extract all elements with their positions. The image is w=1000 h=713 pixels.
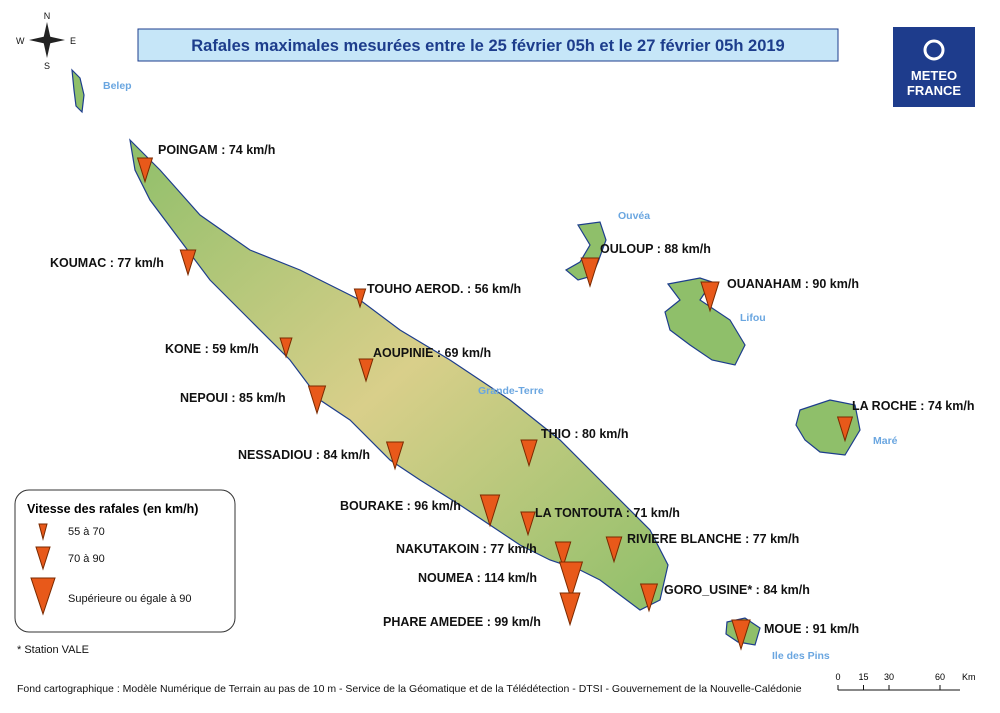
gust-symbol [836, 416, 854, 443]
compass: N S E W [16, 11, 76, 71]
title: Rafales maximales mesurées entre le 25 f… [191, 37, 784, 55]
gust-symbol [385, 441, 405, 471]
gust-symbol [580, 257, 600, 288]
place-name: Ouvéa [618, 210, 650, 222]
compass-w: W [16, 36, 25, 46]
station-label: KOUMAC : 77 km/h [50, 256, 164, 270]
gust-symbol [353, 288, 367, 309]
gust-symbol [520, 439, 538, 468]
station-label: NESSADIOU : 84 km/h [238, 448, 370, 462]
station-label: AOUPINIE : 69 km/h [373, 346, 491, 360]
logo-text: METEO [911, 68, 957, 83]
gust-symbol [731, 619, 751, 651]
place-name: Lifou [740, 312, 766, 324]
station-label: TOUHO AEROD. : 56 km/h [367, 282, 521, 296]
gust-symbol [479, 494, 501, 528]
station-label: NAKUTAKOIN : 77 km/h [396, 542, 537, 556]
gust-symbol [179, 249, 197, 277]
note: * Station VALE [17, 644, 89, 656]
station-label: LA TONTOUTA : 71 km/h [535, 506, 680, 520]
gust-symbol [639, 583, 659, 613]
compass-s: S [44, 61, 50, 71]
gust-symbol [358, 358, 374, 383]
station-label: NEPOUI : 85 km/h [180, 391, 286, 405]
compass-e: E [70, 36, 76, 46]
legend-item: 55 à 70 [68, 526, 105, 538]
station-label: BOURAKE : 96 km/h [340, 499, 461, 513]
logo-icon [923, 39, 945, 61]
compass-n: N [44, 11, 51, 21]
station-label: LA ROCHE : 74 km/h [852, 399, 974, 413]
footer: Fond cartographique : Modèle Numérique d… [17, 683, 802, 695]
legend-item: 70 à 90 [68, 553, 105, 565]
station-label: MOUE : 91 km/h [764, 622, 859, 636]
gust-symbol [520, 511, 536, 537]
gust-symbol [700, 281, 720, 313]
station-label: THIO : 80 km/h [541, 427, 629, 441]
scale-label: 0 [835, 672, 840, 682]
scale-label: 15 [858, 672, 868, 682]
scale-label: 60 [935, 672, 945, 682]
scale-unit: Km [962, 672, 976, 682]
station-label: RIVIERE BLANCHE : 77 km/h [627, 532, 799, 546]
station-label: POINGAM : 74 km/h [158, 143, 275, 157]
belep [71, 68, 85, 114]
legend-symbol [38, 523, 48, 541]
legend-symbol [30, 577, 56, 616]
station-label: PHARE AMEDEE : 99 km/h [383, 615, 541, 629]
gust-symbol [307, 385, 327, 415]
gust-symbol [136, 157, 154, 184]
gust-symbol [558, 561, 584, 601]
stations-layer: Belep Ouvéa Lifou Grande-Terre Maré Ile des P… [50, 80, 974, 690]
grande-terre [129, 138, 669, 611]
station-label: NOUMEA : 114 km/h [418, 571, 537, 585]
legend-box [14, 489, 236, 633]
gust-symbol [279, 337, 293, 359]
legend-symbol [35, 546, 51, 571]
legend-title: Vitesse des rafales (en km/h) [27, 502, 198, 516]
station-label: GORO_USINE* : 84 km/h [664, 583, 810, 597]
title-box [137, 28, 839, 62]
station-label: KONE : 59 km/h [165, 342, 259, 356]
logo-text: FRANCE [907, 83, 961, 98]
gust-symbol [554, 541, 572, 569]
place-name: Ile des Pins [772, 650, 830, 662]
gust-symbol [605, 536, 623, 564]
mare [795, 399, 861, 456]
place-name: Belep [103, 80, 132, 92]
legend-item: Supérieure ou égale à 90 [68, 593, 192, 605]
place-name: Maré [873, 435, 898, 447]
scale-label: 30 [884, 672, 894, 682]
gust-symbol [559, 592, 581, 627]
station-label: OUANAHAM : 90 km/h [727, 277, 859, 291]
station-label: OULOUP : 88 km/h [600, 242, 711, 256]
place-name: Grande-Terre [478, 385, 544, 397]
